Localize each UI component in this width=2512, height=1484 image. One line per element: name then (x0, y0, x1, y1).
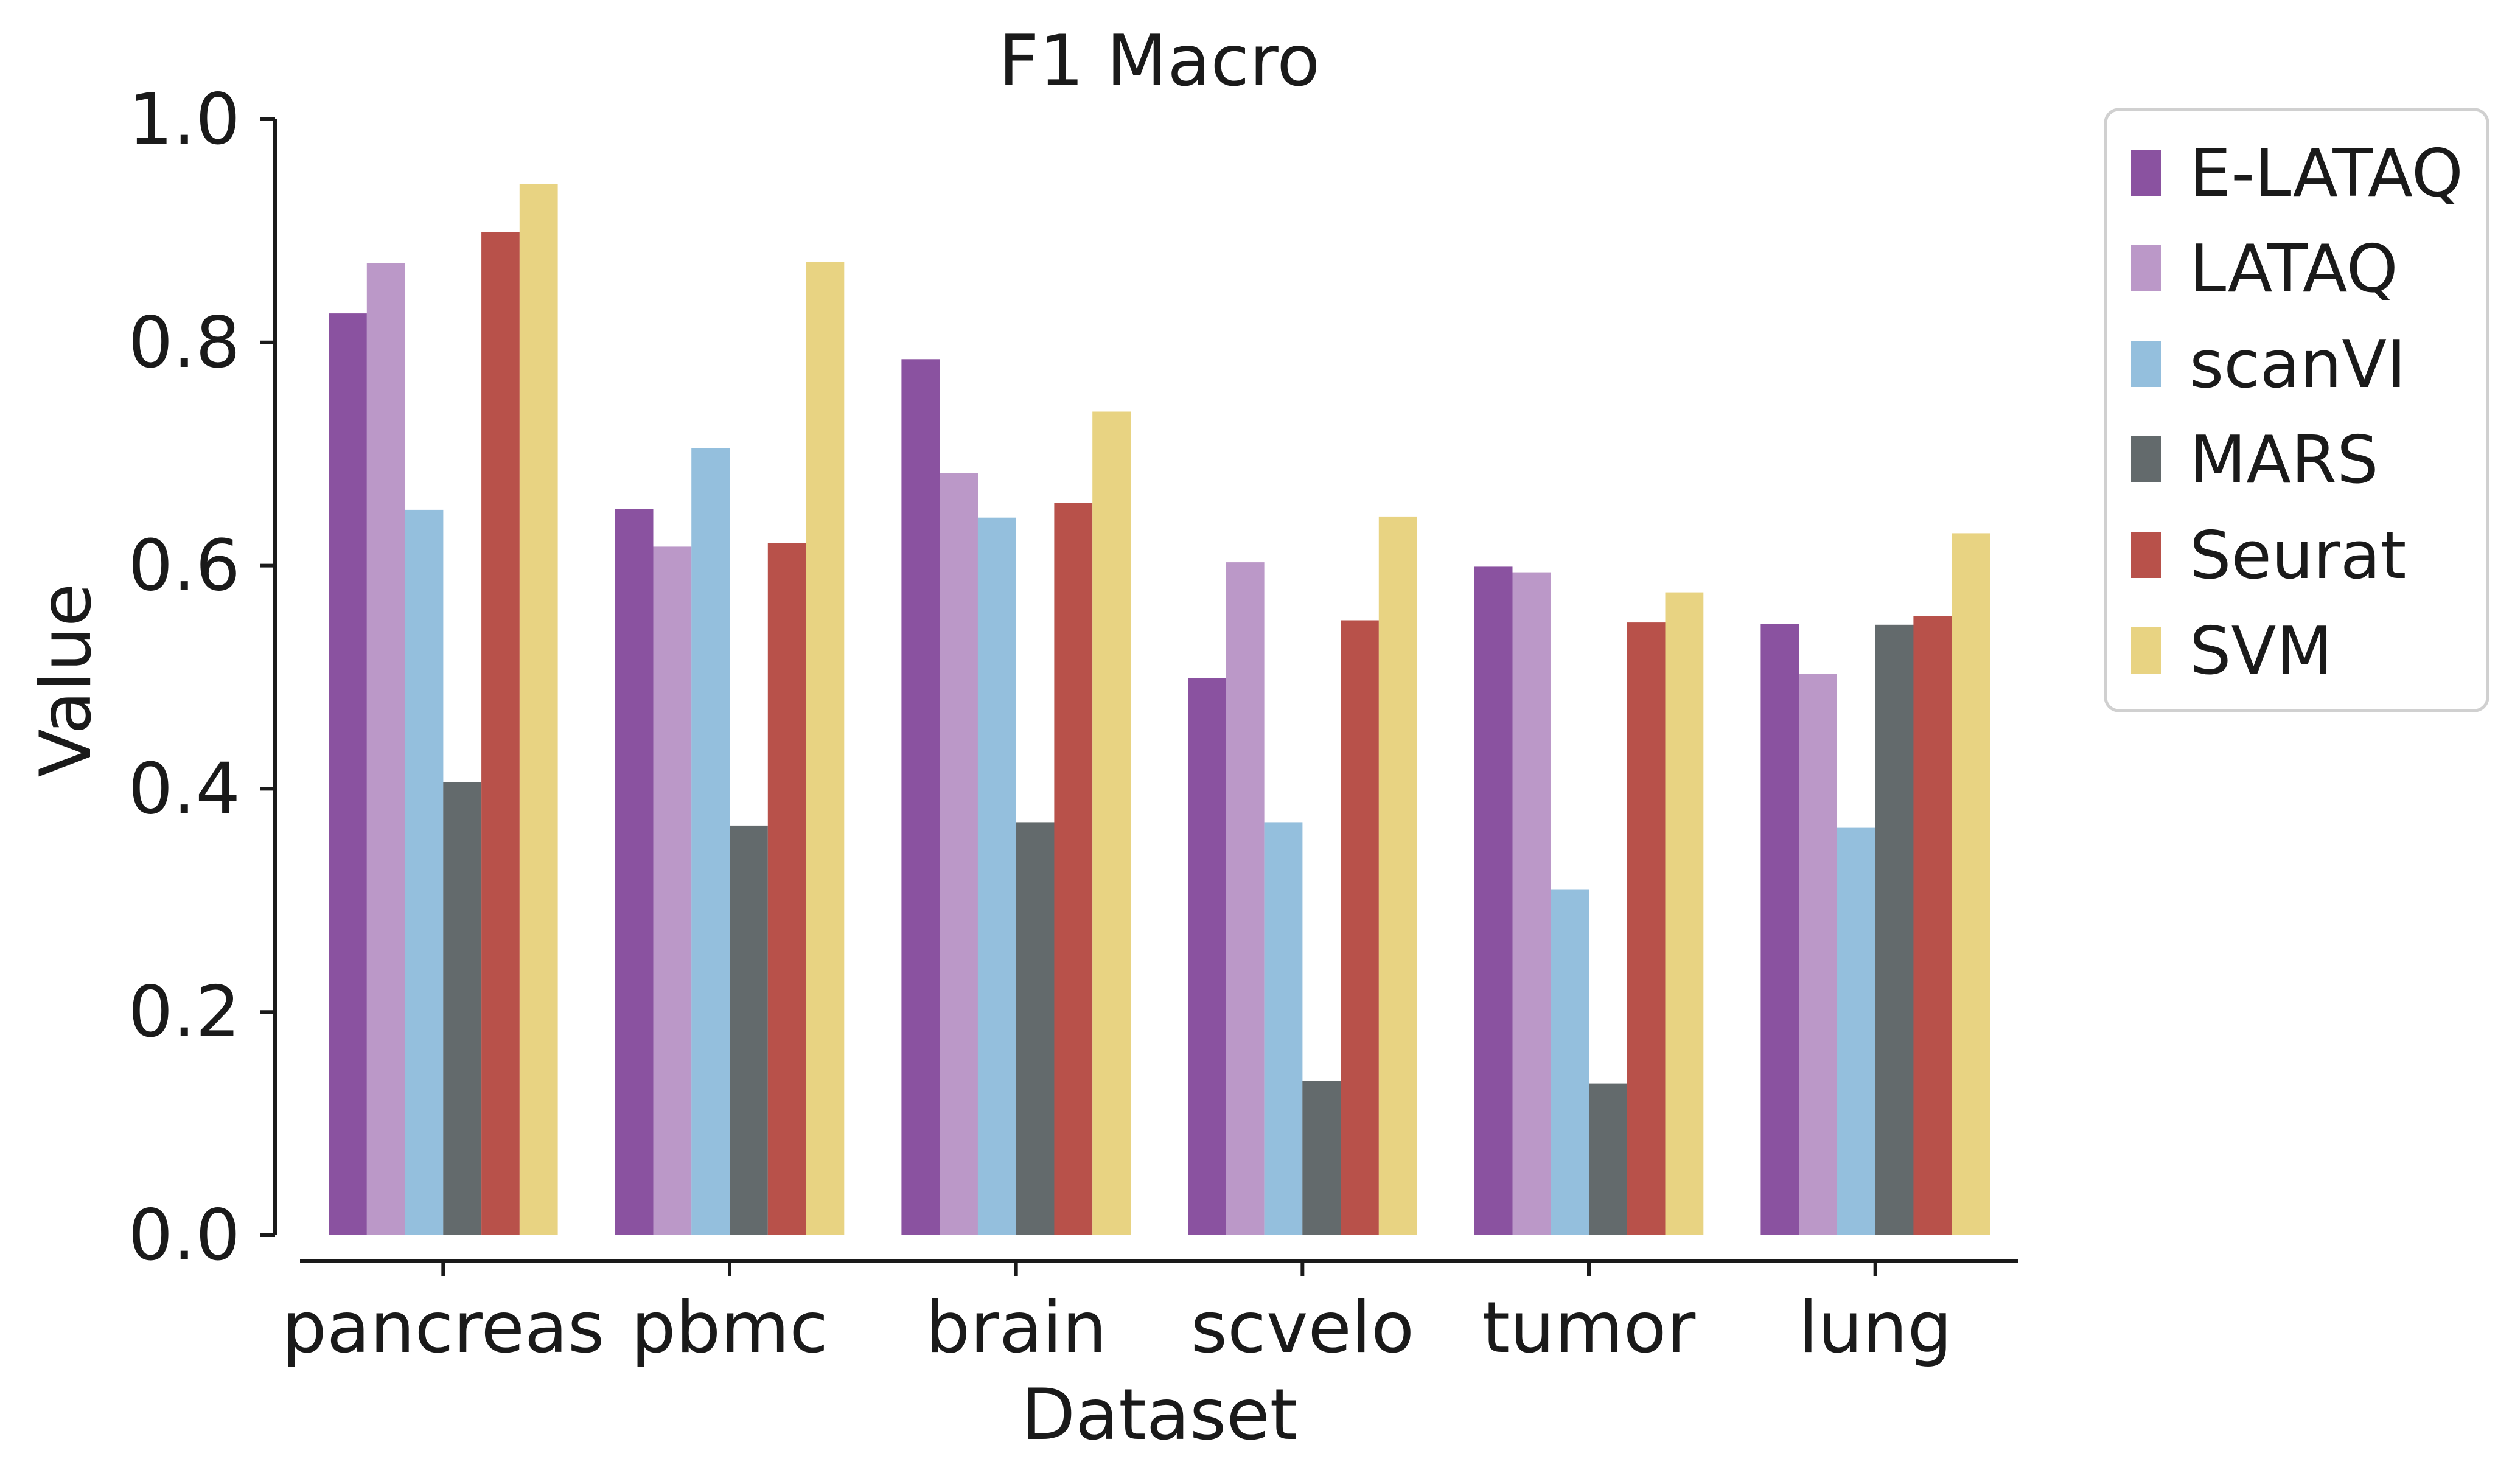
bar-scvelo-scanvi (1264, 822, 1303, 1235)
y-tick-label: 0.6 (128, 525, 240, 607)
bar-brain-scanvi (977, 517, 1016, 1236)
bar-pancreas-seurat (481, 232, 520, 1236)
x-ticks-group: pancreas pbmc brain scvelo tumor lung (282, 1261, 1952, 1369)
legend-swatch-scanvi (2131, 341, 2161, 387)
legend-frame (2104, 108, 2489, 712)
bar-pancreas-e-lataq (329, 313, 367, 1235)
bar-scvelo-lataq (1226, 562, 1265, 1235)
bar-tumor-seurat (1627, 622, 1666, 1235)
bar-scvelo-seurat (1341, 620, 1379, 1235)
legend-swatch-seurat (2131, 532, 2161, 578)
x-tick-label-tumor: tumor (1482, 1287, 1696, 1369)
bar-brain-e-lataq (901, 359, 940, 1235)
bar-tumor-e-lataq (1474, 566, 1513, 1235)
bar-tumor-mars (1589, 1083, 1627, 1235)
y-tick-label: 0.0 (128, 1194, 240, 1277)
legend-label-seurat: Seurat (2189, 518, 2406, 594)
bar-tumor-svm (1665, 592, 1704, 1235)
bar-brain-seurat (1054, 503, 1093, 1235)
y-tick-label: 0.4 (128, 748, 240, 830)
chart-title: F1 Macro (999, 20, 1320, 102)
legend-label-lataq: LATAQ (2189, 231, 2398, 307)
bar-tumor-lataq (1512, 572, 1551, 1235)
bar-scvelo-svm (1378, 516, 1417, 1235)
bar-brain-lataq (940, 473, 978, 1235)
bar-pbmc-seurat (767, 543, 806, 1235)
x-tick-label-lung: lung (1798, 1287, 1952, 1369)
y-tick-label: 1.0 (128, 78, 240, 161)
bar-pbmc-svm (806, 262, 845, 1235)
bar-pbmc-lataq (653, 546, 692, 1235)
legend-swatch-e-lataq (2131, 150, 2161, 196)
bar-pbmc-mars (730, 825, 768, 1235)
bar-lung-seurat (1913, 616, 1952, 1235)
x-tick-label-scvelo: scvelo (1191, 1287, 1414, 1369)
bar-pbmc-scanvi (691, 448, 730, 1235)
bar-pbmc-e-lataq (615, 509, 654, 1235)
bar-lung-mars (1875, 624, 1914, 1235)
x-tick-label-pancreas: pancreas (282, 1287, 604, 1369)
bar-pancreas-svm (519, 184, 558, 1235)
legend-swatch-mars (2131, 436, 2161, 482)
legend-label-svm: SVM (2189, 613, 2333, 689)
bars-group (329, 184, 1990, 1236)
bar-pancreas-lataq (366, 263, 405, 1236)
bar-pancreas-mars (443, 782, 482, 1235)
legend-label-scanvi: scanVI (2189, 327, 2406, 403)
y-ticks-group: 0.0 0.2 0.4 0.6 0.8 1.0 (128, 78, 275, 1277)
y-axis-label: Value (25, 583, 107, 778)
legend-swatch-svm (2131, 627, 2161, 674)
bar-lung-svm (1952, 533, 1990, 1235)
bar-tumor-scanvi (1551, 889, 1589, 1235)
bar-lung-lataq (1799, 674, 1837, 1235)
bar-pancreas-scanvi (405, 509, 444, 1235)
legend-label-mars: MARS (2189, 422, 2379, 498)
x-tick-label-brain: brain (926, 1287, 1107, 1369)
bar-lung-e-lataq (1760, 624, 1799, 1235)
x-axis-label: Dataset (1021, 1374, 1297, 1456)
legend-label-e-lataq: E-LATAQ (2189, 136, 2463, 212)
y-tick-label: 0.2 (128, 971, 240, 1053)
legend: E-LATAQ LATAQ scanVI MARS Seurat SVM (2104, 108, 2489, 712)
legend-swatch-lataq (2131, 245, 2161, 291)
x-tick-label-pbmc: pbmc (631, 1287, 828, 1369)
bar-scvelo-mars (1302, 1081, 1341, 1235)
bar-scvelo-e-lataq (1188, 678, 1226, 1235)
bar-brain-svm (1092, 411, 1131, 1235)
bar-brain-mars (1016, 822, 1055, 1235)
y-tick-label: 0.8 (128, 302, 240, 384)
bar-lung-scanvi (1837, 827, 1875, 1235)
